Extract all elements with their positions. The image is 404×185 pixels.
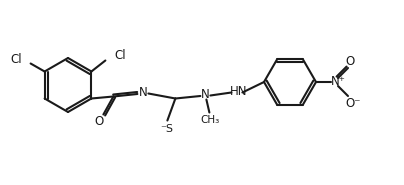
Text: Cl: Cl (11, 53, 23, 66)
Text: N: N (201, 88, 210, 101)
Text: O: O (95, 115, 104, 128)
Text: CH₃: CH₃ (201, 115, 220, 125)
Text: O⁻: O⁻ (345, 97, 361, 110)
Text: N⁺: N⁺ (330, 75, 345, 88)
Text: ⁻S: ⁻S (160, 125, 173, 134)
Text: N: N (139, 86, 148, 99)
Text: HN: HN (229, 85, 247, 98)
Text: O: O (345, 55, 355, 68)
Text: Cl: Cl (114, 49, 126, 62)
